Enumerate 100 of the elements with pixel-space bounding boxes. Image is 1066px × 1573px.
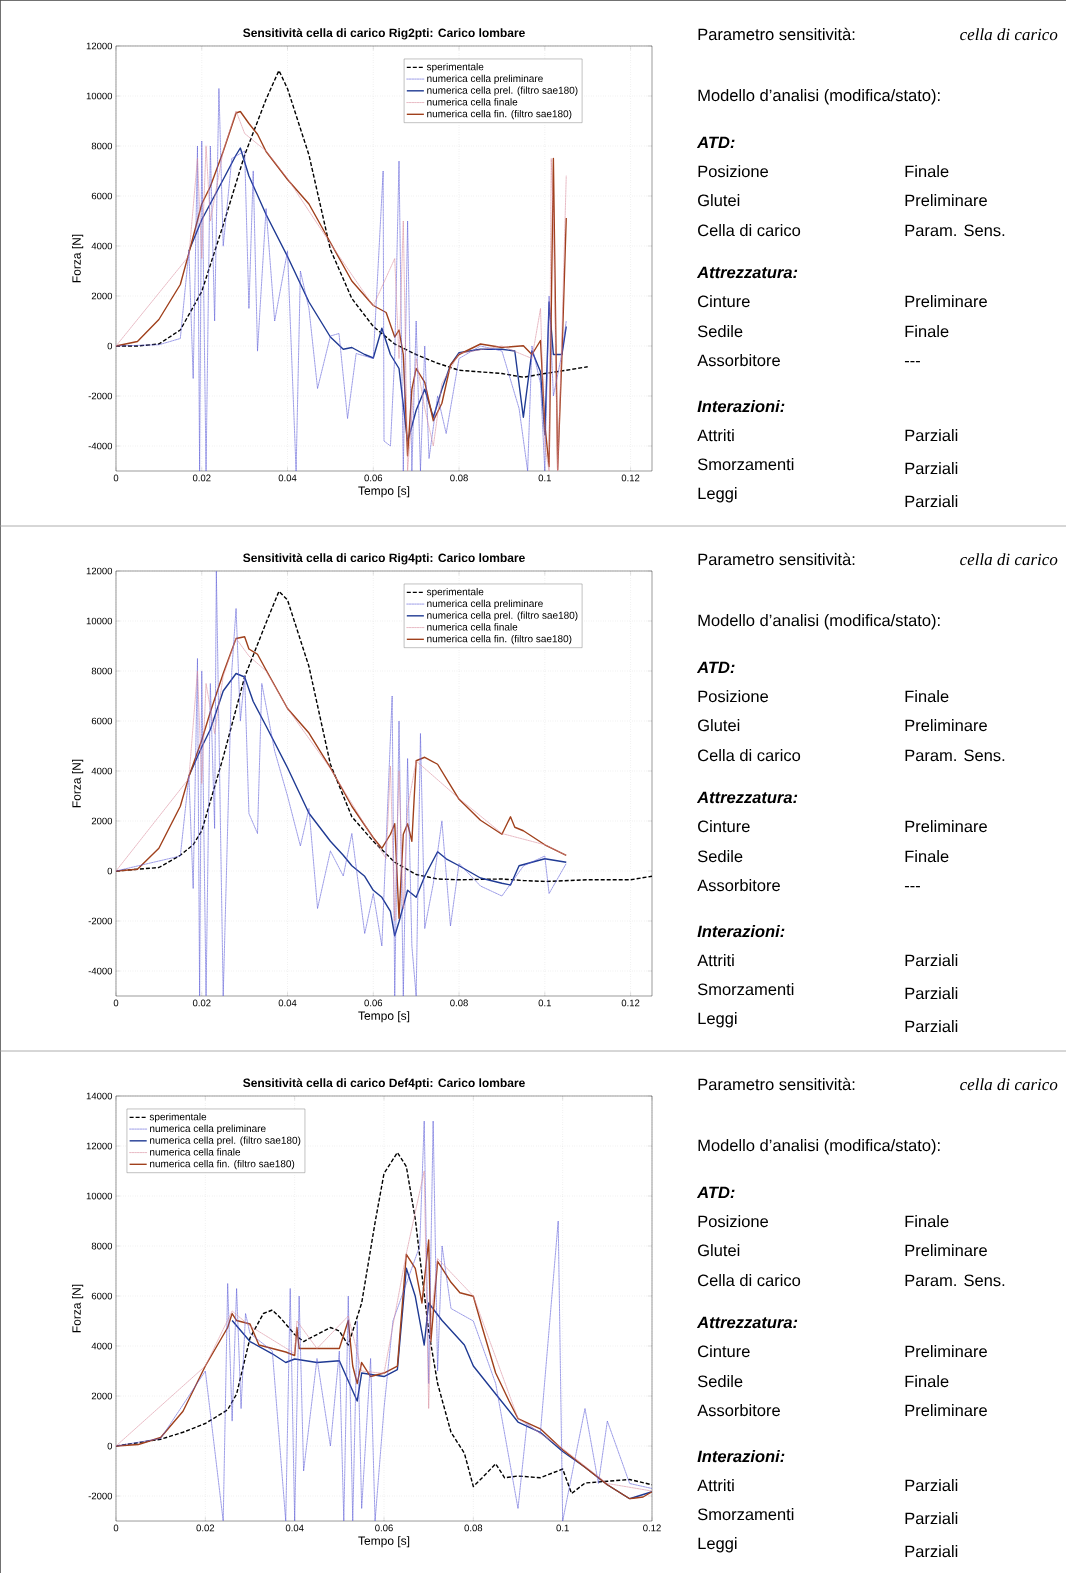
x-tick-label: 0.04	[278, 474, 297, 482]
legend-label: numerica cella finale	[427, 623, 518, 631]
x-axis-title: Tempo [s]	[358, 486, 410, 498]
legend-label: numerica cella fin. (filtro sae180)	[427, 634, 572, 645]
text: Parziali	[905, 1545, 958, 1558]
text: Preliminare	[905, 719, 987, 732]
y-tick-label: 0	[107, 867, 113, 875]
line-series	[231, 1267, 652, 1500]
text: Cella di carico	[698, 224, 801, 237]
text: Preliminare	[905, 1404, 987, 1417]
text: Param. Sens.	[905, 224, 1005, 237]
legend-label: sperimentale	[426, 587, 484, 598]
x-tick-label: 0.06	[364, 999, 383, 1007]
legend-label: numerica cella preliminare	[427, 599, 543, 610]
text: Parziali	[905, 429, 958, 442]
text: Smorzamenti	[697, 458, 794, 471]
legend-label: numerica cella prel. (filtro sae180)	[427, 611, 578, 621]
x-tick-label: 0.02	[192, 999, 211, 1007]
y-tick-label: 2000	[91, 1392, 113, 1400]
text: cella di carico	[960, 1078, 1058, 1091]
text: Parziali	[905, 954, 958, 967]
y-tick-label: 10000	[86, 617, 113, 625]
text: Finale	[905, 1215, 949, 1228]
text: Posizione	[698, 1215, 768, 1228]
text: ATD:	[696, 661, 735, 674]
text: Attrezzatura:	[696, 791, 798, 804]
x-tick-label: 0.08	[450, 999, 468, 1007]
legend-label: sperimentale	[426, 62, 484, 73]
text: Parziali	[905, 1479, 958, 1492]
text: Param. Sens.	[905, 749, 1005, 762]
text: Parziali	[905, 1020, 958, 1033]
text: Interazioni:	[697, 925, 785, 938]
text: Parametro sensitività:	[698, 552, 855, 566]
x-tick-label: 0.04	[278, 999, 297, 1007]
y-tick-label: 4000	[91, 767, 113, 775]
x-tick-label: 0.08	[450, 474, 468, 482]
legend-label: numerica cella fin. (filtro sae180)	[150, 1159, 295, 1170]
y-axis-title: Forza [N]	[72, 1284, 84, 1333]
text: Assorbitore	[697, 879, 780, 892]
y-tick-label: 6000	[91, 1292, 113, 1300]
text: Preliminare	[905, 1345, 987, 1358]
text: cella di carico	[960, 553, 1058, 566]
text: Preliminare	[905, 295, 987, 308]
text: Parziali	[905, 495, 958, 508]
chart-title: Sensitività cella di carico Rig4pti: Carico lombare	[243, 553, 525, 565]
y-tick-label: 12000	[86, 1142, 113, 1150]
legend-label: sperimentale	[149, 1112, 207, 1123]
y-tick-label: 8000	[91, 142, 113, 150]
text: Cella di carico	[698, 1274, 801, 1287]
text: Attrezzatura:	[696, 1316, 798, 1329]
text: Finale	[905, 850, 949, 863]
legend-label: numerica cella prel. (filtro sae180)	[150, 1136, 301, 1146]
y-tick-label: -4000	[88, 967, 113, 975]
text: Smorzamenti	[697, 983, 794, 996]
y-tick-label: 8000	[91, 1242, 113, 1250]
y-tick-label: -2000	[88, 392, 113, 400]
text: Glutei	[698, 1244, 740, 1257]
text: Parziali	[905, 462, 958, 475]
text: Smorzamenti	[697, 1508, 794, 1521]
text: cella di carico	[960, 28, 1058, 41]
y-tick-label: 10000	[86, 1192, 113, 1200]
text: Preliminare	[905, 194, 987, 207]
text: Parziali	[905, 987, 958, 1000]
x-tick-label: 0.02	[192, 474, 211, 482]
x-tick-label: 0.06	[375, 1524, 393, 1532]
text: Attriti	[697, 1479, 734, 1492]
x-tick-label: 0.1	[538, 474, 551, 482]
text: Parziali	[905, 1512, 958, 1525]
x-tick-label: 0.12	[621, 474, 640, 482]
x-axis-title: Tempo [s]	[358, 1011, 410, 1023]
y-tick-label: 6000	[91, 717, 113, 725]
text: Parametro sensitività:	[698, 1077, 855, 1091]
y-tick-label: 14000	[86, 1092, 113, 1100]
text: ---	[904, 360, 920, 363]
y-tick-label: 10000	[86, 92, 113, 100]
y-tick-label: 12000	[86, 567, 113, 575]
text: Finale	[905, 1375, 949, 1388]
text: Cinture	[698, 1345, 750, 1358]
chart-title: Sensitività cella di carico Rig2pti: Carico lombare	[243, 28, 525, 40]
text: Attriti	[697, 954, 734, 967]
y-tick-label: 12000	[86, 42, 113, 50]
y-tick-label: 2000	[91, 817, 113, 825]
x-axis-title: Tempo [s]	[358, 1536, 410, 1548]
text: Cinture	[698, 295, 750, 308]
x-tick-label: 0.08	[464, 1524, 483, 1532]
x-tick-label: 0	[113, 999, 119, 1007]
y-tick-label: 8000	[91, 667, 113, 675]
text: Cella di carico	[698, 749, 801, 762]
text: Assorbitore	[697, 354, 780, 367]
text: Cinture	[698, 820, 750, 833]
x-tick-label: 0.12	[621, 999, 640, 1007]
text: Leggi	[698, 1012, 737, 1028]
x-tick-label: 0.06	[364, 474, 383, 482]
y-tick-label: -4000	[88, 442, 113, 450]
text: Assorbitore	[697, 1404, 780, 1417]
legend-label: numerica cella preliminare	[427, 74, 543, 85]
x-tick-label: 0	[113, 1524, 119, 1532]
text: ATD:	[696, 136, 735, 148]
y-tick-label: 0	[107, 342, 113, 350]
y-axis-title: Forza [N]	[72, 234, 84, 283]
